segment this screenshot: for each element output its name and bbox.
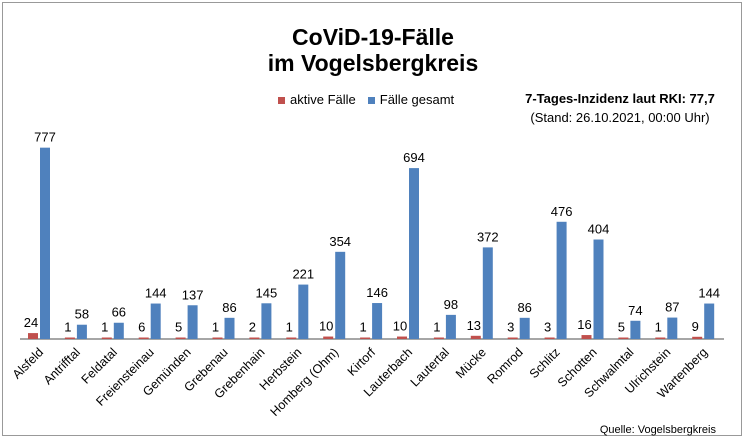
legend-item-gesamt: Fälle gesamt [367,92,455,107]
data-label-gesamt: 58 [75,307,89,322]
legend: aktive Fälle Fälle gesamt [278,92,454,107]
bar-gesamt [335,251,346,339]
x-tick-label: Kirtorf [345,345,379,379]
bar-gesamt [667,317,678,339]
bar-aktive [101,337,112,339]
data-label-aktive: 1 [433,320,440,335]
legend-item-aktive: aktive Fälle [278,92,356,107]
bar-gesamt [261,303,272,339]
data-label-gesamt: 137 [182,287,204,302]
bar-aktive [397,336,407,339]
bar-aktive [138,337,149,339]
data-label-aktive: 5 [175,320,182,335]
data-label-aktive: 2 [249,320,256,335]
data-label-gesamt: 354 [329,234,351,249]
bar-aktive [323,336,334,339]
x-tick-label: Mücke [453,345,489,381]
bar-gesamt [593,239,604,339]
x-tick-label: Alsfeld [10,345,46,381]
data-label-gesamt: 777 [34,130,56,145]
data-label-gesamt: 66 [112,305,126,320]
bar-aktive [175,337,186,339]
data-label-gesamt: 98 [444,297,458,312]
bar-aktive [692,336,703,339]
x-tick-label: Antrifftal [41,345,83,387]
chart-frame [2,2,742,436]
data-label-aktive: 3 [507,320,514,335]
data-label-gesamt: 144 [145,286,167,301]
data-label-gesamt: 404 [588,222,610,237]
x-tick-label: Romrod [484,345,525,386]
stand-text: (Stand: 26.10.2021, 00:00 Uhr) [530,110,710,125]
bar-gesamt [556,221,567,339]
data-label-gesamt: 694 [403,150,425,165]
data-label-gesamt: 476 [551,204,573,219]
chart-title-line1: CoViD-19-Fälle [292,24,454,50]
bar-aktive [433,337,444,339]
incidence-text: 7-Tages-Inzidenz laut RKI: 77,7 [525,91,715,106]
bar-gesamt [150,303,161,339]
bar-gesamt [630,320,641,339]
data-label-aktive: 10 [393,319,407,334]
data-label-aktive: 1 [212,320,219,335]
bar-aktive [249,337,260,339]
data-label-gesamt: 87 [665,300,679,315]
bar-gesamt [704,303,715,339]
x-tick-label: Schlitz [527,345,563,381]
data-label-aktive: 1 [359,320,366,335]
legend-swatch-red [278,97,285,104]
bar-gesamt [409,168,419,339]
data-label-aktive: 13 [467,318,481,333]
data-label-aktive: 6 [138,320,145,335]
bar-gesamt [224,317,235,339]
bar-aktive [507,337,518,339]
data-label-aktive: 10 [319,319,333,334]
bar-aktive [286,337,297,339]
source-text: Quelle: Vogelsbergkreis [599,424,716,436]
bar-aktive [655,337,666,339]
data-label-aktive: 24 [24,315,38,330]
legend-swatch-blue [367,97,375,104]
bar-gesamt [113,322,124,339]
bar-aktive [581,335,592,339]
bar-aktive [360,337,371,339]
data-label-aktive: 1 [101,320,108,335]
data-label-gesamt: 221 [292,267,314,282]
chart-title-line2: im Vogelsbergkreis [267,50,479,76]
data-label-gesamt: 372 [477,229,499,244]
data-label-aktive: 16 [577,317,591,332]
data-label-aktive: 1 [655,320,662,335]
bar-aktive [544,337,555,339]
data-label-aktive: 1 [286,320,293,335]
bar-gesamt [445,314,456,339]
data-label-gesamt: 86 [222,300,236,315]
bar-aktive [618,337,629,339]
bar-gesamt [519,317,530,339]
data-label-aktive: 5 [618,320,625,335]
bar-aktive [64,337,75,339]
bar-aktive [212,337,223,339]
data-label-gesamt: 145 [256,285,278,300]
x-tick-label: Lautertal [408,345,452,389]
bar-gesamt [298,284,309,339]
legend-label-gesamt: Fälle gesamt [379,92,455,107]
x-tick-label: Homberg (Ohm) [268,345,342,419]
bar-aktive [28,333,38,339]
data-label-aktive: 1 [64,320,71,335]
data-label-gesamt: 74 [628,303,642,318]
bar-gesamt [372,303,383,339]
data-label-aktive: 9 [692,319,699,334]
bar-gesamt [76,324,87,339]
bar-gesamt [482,247,493,339]
bar-gesamt [40,147,50,339]
data-label-gesamt: 144 [698,286,720,301]
bar-gesamt [187,305,198,339]
data-label-gesamt: 86 [517,300,531,315]
data-label-aktive: 3 [544,320,551,335]
data-label-gesamt: 146 [366,285,388,300]
bar-aktive [470,335,481,339]
legend-label-aktive: aktive Fälle [290,92,356,107]
